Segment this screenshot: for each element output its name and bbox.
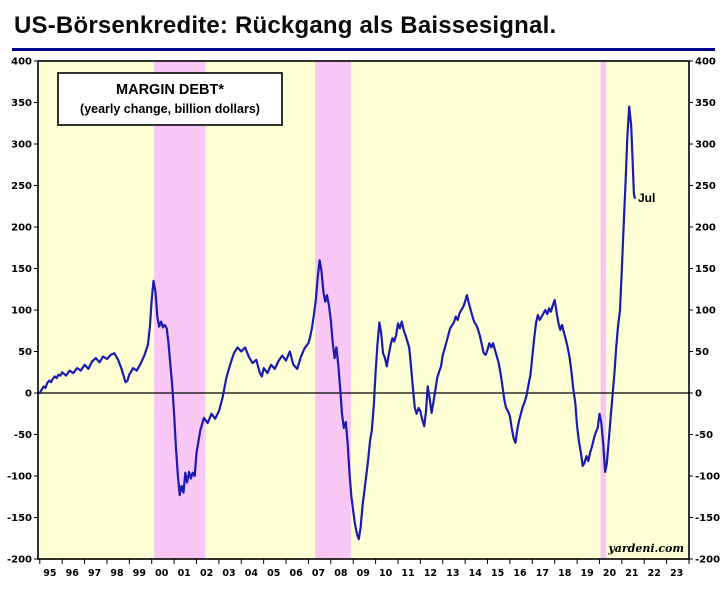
y-axis-label-left: 150 — [11, 264, 32, 275]
y-axis-label-left: 200 — [11, 223, 32, 234]
x-axis-label: 06 — [289, 568, 303, 579]
y-axis-label-left: -200 — [7, 555, 32, 566]
x-axis-label: 10 — [379, 568, 393, 579]
chart-container: 400 400 350 350 300 300 250 250 200 200 150 150 100 1… — [0, 53, 725, 592]
legend-box — [57, 72, 283, 126]
x-axis-label: 14 — [469, 568, 483, 579]
x-axis-label: 99 — [133, 568, 146, 579]
x-axis-label: 22 — [648, 568, 661, 579]
y-axis-label-left: 400 — [11, 57, 32, 68]
x-axis-label: 16 — [513, 568, 527, 579]
x-axis-label: 97 — [88, 568, 101, 579]
plot-border — [37, 60, 690, 560]
x-axis-label: 02 — [200, 568, 213, 579]
x-axis-label: 13 — [446, 568, 459, 579]
y-axis-label-right: 50 — [695, 347, 709, 358]
x-axis-label: 98 — [110, 568, 124, 579]
y-axis-label-right: -100 — [695, 472, 720, 483]
x-axis-label: 12 — [424, 568, 437, 579]
legend-title: MARGIN DEBT* — [116, 82, 224, 98]
x-axis-label: 08 — [334, 568, 348, 579]
x-axis-label: 03 — [222, 568, 235, 579]
y-axis-label-right: -50 — [695, 430, 713, 441]
y-axis-label-right: 400 — [695, 57, 716, 68]
source-watermark: yardeni.com — [607, 542, 684, 555]
x-axis-label: 11 — [401, 568, 414, 579]
x-axis-label: 15 — [491, 568, 504, 579]
x-axis-label: 21 — [625, 568, 638, 579]
y-axis-label-right: 250 — [695, 181, 716, 192]
page-header: US-Börsenkredite: Rückgang als Baissesig… — [0, 0, 725, 44]
y-axis-label-right: -150 — [695, 513, 720, 524]
page-title: US-Börsenkredite: Rückgang als Baissesig… — [14, 12, 557, 39]
y-axis-label-right: 300 — [695, 140, 716, 151]
title-rule — [12, 48, 715, 51]
x-axis-label: 20 — [603, 568, 617, 579]
x-axis-label: 07 — [312, 568, 325, 579]
legend-subtitle: (yearly change, billion dollars) — [80, 102, 260, 116]
y-axis-label-left: -150 — [7, 513, 32, 524]
x-axis-label: 96 — [66, 568, 80, 579]
x-axis-label: 09 — [357, 568, 370, 579]
y-axis-label-right: 350 — [695, 98, 716, 109]
margin-debt-line — [38, 105, 636, 541]
y-axis-label-left: 250 — [11, 181, 32, 192]
x-axis-label: 19 — [581, 568, 594, 579]
jul-annotation: Jul — [638, 191, 655, 205]
plot-background — [38, 61, 689, 559]
y-axis-label-right: 200 — [695, 223, 716, 234]
y-axis-label-left: -100 — [7, 472, 32, 483]
x-axis-label: 05 — [267, 568, 280, 579]
y-axis-label-right: 150 — [695, 264, 716, 275]
y-axis-label-left: 350 — [11, 98, 32, 109]
x-axis-label: 18 — [558, 568, 572, 579]
x-axis-label: 04 — [245, 568, 259, 579]
y-axis-label-left: 100 — [11, 306, 32, 317]
recession-band — [153, 61, 206, 559]
recession-band — [315, 61, 351, 559]
x-axis-label: 01 — [178, 568, 191, 579]
recession-band — [600, 61, 607, 559]
y-axis-label-left: -50 — [14, 430, 32, 441]
x-axis-label: 00 — [155, 568, 169, 579]
y-axis-label-left: 0 — [25, 389, 32, 400]
y-axis-label-right: -200 — [695, 555, 720, 566]
y-axis-label-right: 100 — [695, 306, 716, 317]
x-axis-label: 95 — [43, 568, 56, 579]
y-axis-label-left: 50 — [18, 347, 32, 358]
x-axis-label: 23 — [670, 568, 683, 579]
y-axis-label-right: 0 — [695, 389, 702, 400]
y-axis-label-left: 300 — [11, 140, 32, 151]
x-axis-label: 17 — [536, 568, 549, 579]
